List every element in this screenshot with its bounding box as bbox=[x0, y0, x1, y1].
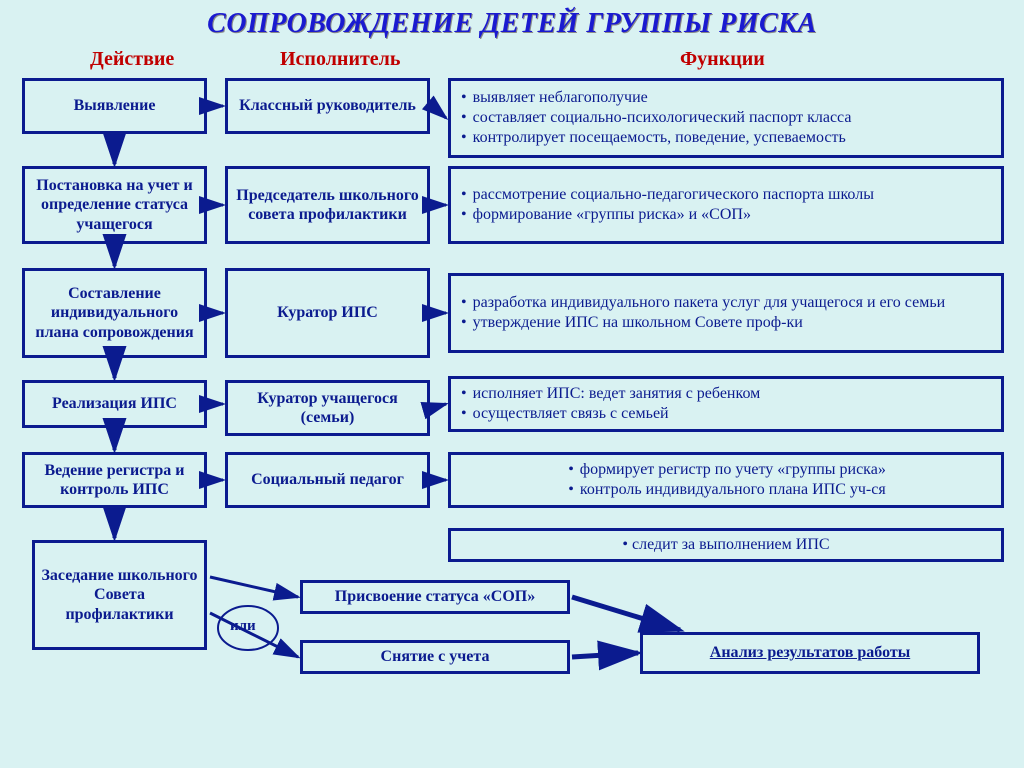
action-box-1: Постановка на учет и определение статуса… bbox=[22, 166, 207, 244]
executor-box-3: Куратор учащегося (семьи) bbox=[225, 380, 430, 436]
executor-box-1: Председатель школьного совета профилакти… bbox=[225, 166, 430, 244]
executor-box-2: Куратор ИПС bbox=[225, 268, 430, 358]
action-box-3: Реализация ИПС bbox=[22, 380, 207, 428]
functions-box-4: формирует регистр по учету «группы риска… bbox=[448, 452, 1004, 508]
remove-box: Снятие с учета bbox=[300, 640, 570, 674]
diagram-canvas: СОПРОВОЖДЕНИЕ ДЕТЕЙ ГРУППЫ РИСКА Действи… bbox=[0, 0, 1024, 768]
executor-box-4: Социальный педагог bbox=[225, 452, 430, 508]
action-box-4: Ведение регистра и контроль ИПС bbox=[22, 452, 207, 508]
column-header-action: Действие bbox=[90, 48, 174, 71]
column-header-executor: Исполнитель bbox=[280, 48, 400, 71]
functions-box-0: выявляет неблагополучиесоставляет социал… bbox=[448, 78, 1004, 158]
page-title: СОПРОВОЖДЕНИЕ ДЕТЕЙ ГРУППЫ РИСКА bbox=[0, 8, 1024, 40]
analysis-box: Анализ результатов работы bbox=[640, 632, 980, 674]
functions-box-2: разработка индивидуального пакета услуг … bbox=[448, 273, 1004, 353]
column-header-functions: Функции bbox=[680, 48, 765, 71]
executor-box-0: Классный руководитель bbox=[225, 78, 430, 134]
action-box-5: Заседание школьного Совета профилактики bbox=[32, 540, 207, 650]
or-label: или bbox=[230, 618, 256, 635]
functions-box-3: исполняет ИПС: ведет занятия с ребенкомо… bbox=[448, 376, 1004, 432]
action-box-0: Выявление bbox=[22, 78, 207, 134]
action-box-2: Составление индивидуального плана сопров… bbox=[22, 268, 207, 358]
assign-status-box: Присвоение статуса «СОП» bbox=[300, 580, 570, 614]
functions-box-1: рассмотрение социально-педагогического п… bbox=[448, 166, 1004, 244]
functions-follow: • следит за выполнением ИПС bbox=[448, 528, 1004, 562]
